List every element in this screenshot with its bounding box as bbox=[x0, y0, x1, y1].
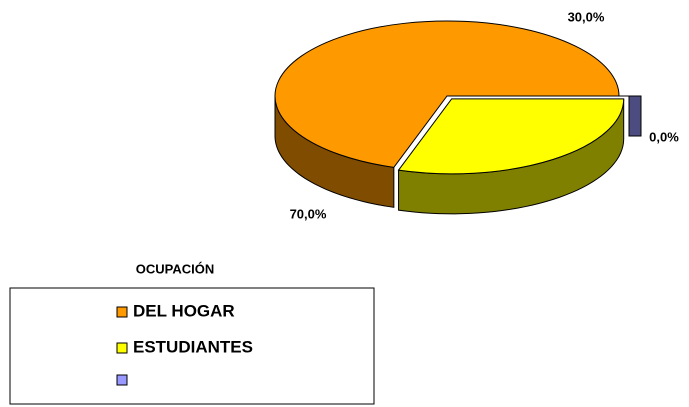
legend-box bbox=[9, 287, 375, 405]
legend-label: ESTUDIANTES bbox=[133, 337, 253, 356]
legend-title: OCUPACIÓN bbox=[136, 261, 214, 276]
legend-swatch bbox=[116, 374, 128, 386]
slice bbox=[397, 98, 625, 175]
data-label: 30,0% bbox=[568, 9, 605, 24]
legend-swatch bbox=[116, 306, 128, 318]
pie bbox=[274, 20, 642, 215]
slice-side bbox=[628, 95, 642, 137]
legend-swatch bbox=[116, 342, 128, 354]
legend-label: DEL HOGAR bbox=[133, 301, 235, 320]
data-label: 0,0% bbox=[649, 129, 679, 144]
slice bbox=[274, 20, 620, 168]
data-label: 70,0% bbox=[290, 206, 327, 221]
